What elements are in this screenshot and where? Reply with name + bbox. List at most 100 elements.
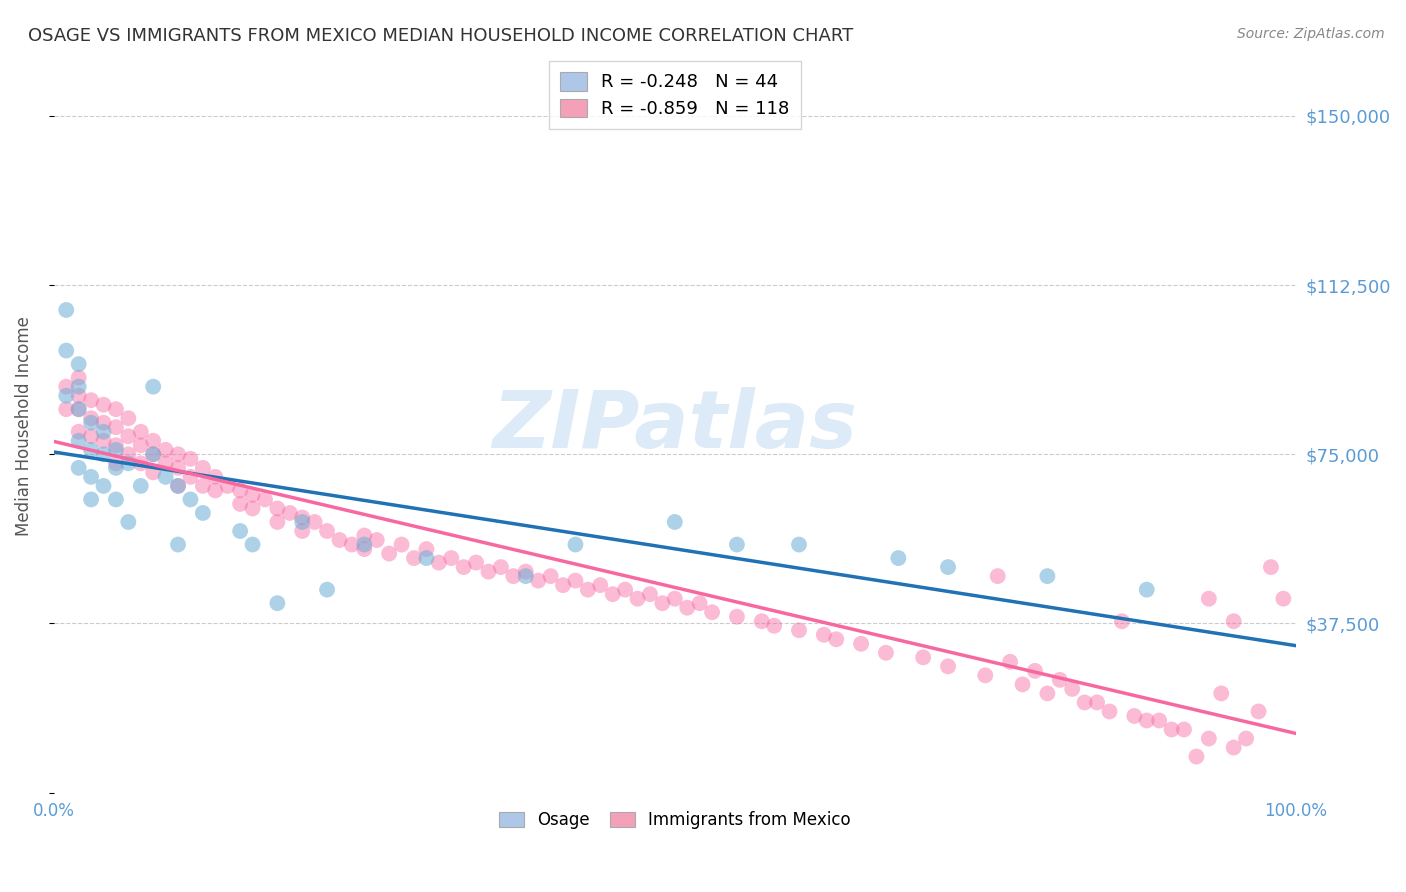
Point: [353, 542, 375, 557]
Point: [217, 479, 239, 493]
Point: [1198, 731, 1220, 746]
Point: [453, 560, 475, 574]
Point: [67, 370, 90, 384]
Point: [104, 492, 127, 507]
Point: [353, 537, 375, 551]
Point: [117, 411, 139, 425]
Point: [614, 582, 637, 597]
Point: [664, 515, 686, 529]
Point: [142, 379, 165, 393]
Point: [117, 515, 139, 529]
Text: OSAGE VS IMMIGRANTS FROM MEXICO MEDIAN HOUSEHOLD INCOME CORRELATION CHART: OSAGE VS IMMIGRANTS FROM MEXICO MEDIAN H…: [28, 27, 853, 45]
Point: [167, 479, 190, 493]
Point: [1085, 695, 1108, 709]
Point: [291, 524, 314, 538]
Point: [93, 425, 115, 439]
Point: [502, 569, 524, 583]
Point: [353, 528, 375, 542]
Point: [751, 614, 773, 628]
Point: [576, 582, 599, 597]
Point: [936, 560, 959, 574]
Point: [316, 524, 339, 538]
Point: [1147, 714, 1170, 728]
Point: [936, 659, 959, 673]
Point: [787, 624, 810, 638]
Legend: Osage, Immigrants from Mexico: Osage, Immigrants from Mexico: [492, 805, 858, 836]
Point: [515, 569, 537, 583]
Point: [80, 492, 103, 507]
Point: [117, 429, 139, 443]
Point: [1234, 731, 1257, 746]
Point: [328, 533, 350, 547]
Point: [689, 596, 711, 610]
Point: [55, 389, 77, 403]
Point: [912, 650, 935, 665]
Point: [1185, 749, 1208, 764]
Point: [129, 438, 152, 452]
Text: Source: ZipAtlas.com: Source: ZipAtlas.com: [1237, 27, 1385, 41]
Point: [191, 479, 214, 493]
Point: [551, 578, 574, 592]
Point: [117, 456, 139, 470]
Point: [477, 565, 499, 579]
Point: [763, 619, 786, 633]
Point: [204, 470, 226, 484]
Point: [974, 668, 997, 682]
Point: [142, 447, 165, 461]
Point: [242, 537, 264, 551]
Point: [129, 479, 152, 493]
Point: [515, 565, 537, 579]
Point: [55, 379, 77, 393]
Point: [278, 506, 301, 520]
Point: [229, 483, 252, 498]
Point: [253, 492, 276, 507]
Point: [1062, 681, 1084, 696]
Point: [291, 515, 314, 529]
Point: [229, 497, 252, 511]
Point: [80, 411, 103, 425]
Point: [104, 461, 127, 475]
Point: [564, 537, 586, 551]
Point: [1222, 740, 1244, 755]
Y-axis label: Median Household Income: Median Household Income: [15, 316, 32, 536]
Point: [1160, 723, 1182, 737]
Point: [142, 466, 165, 480]
Point: [1123, 709, 1146, 723]
Point: [129, 456, 152, 470]
Point: [849, 637, 872, 651]
Point: [725, 537, 748, 551]
Point: [167, 479, 190, 493]
Point: [725, 609, 748, 624]
Point: [129, 425, 152, 439]
Point: [1136, 714, 1159, 728]
Point: [291, 510, 314, 524]
Point: [825, 632, 848, 647]
Point: [813, 628, 835, 642]
Point: [676, 600, 699, 615]
Point: [67, 434, 90, 448]
Point: [67, 425, 90, 439]
Point: [104, 438, 127, 452]
Point: [179, 451, 201, 466]
Point: [104, 442, 127, 457]
Point: [242, 488, 264, 502]
Point: [80, 416, 103, 430]
Point: [55, 343, 77, 358]
Point: [67, 389, 90, 403]
Point: [142, 434, 165, 448]
Point: [80, 429, 103, 443]
Point: [67, 357, 90, 371]
Point: [1111, 614, 1133, 628]
Point: [191, 506, 214, 520]
Point: [1011, 677, 1033, 691]
Point: [104, 456, 127, 470]
Point: [266, 501, 288, 516]
Point: [93, 434, 115, 448]
Point: [80, 442, 103, 457]
Point: [415, 551, 437, 566]
Point: [93, 416, 115, 430]
Point: [1198, 591, 1220, 606]
Point: [1136, 582, 1159, 597]
Point: [427, 556, 450, 570]
Point: [1024, 664, 1046, 678]
